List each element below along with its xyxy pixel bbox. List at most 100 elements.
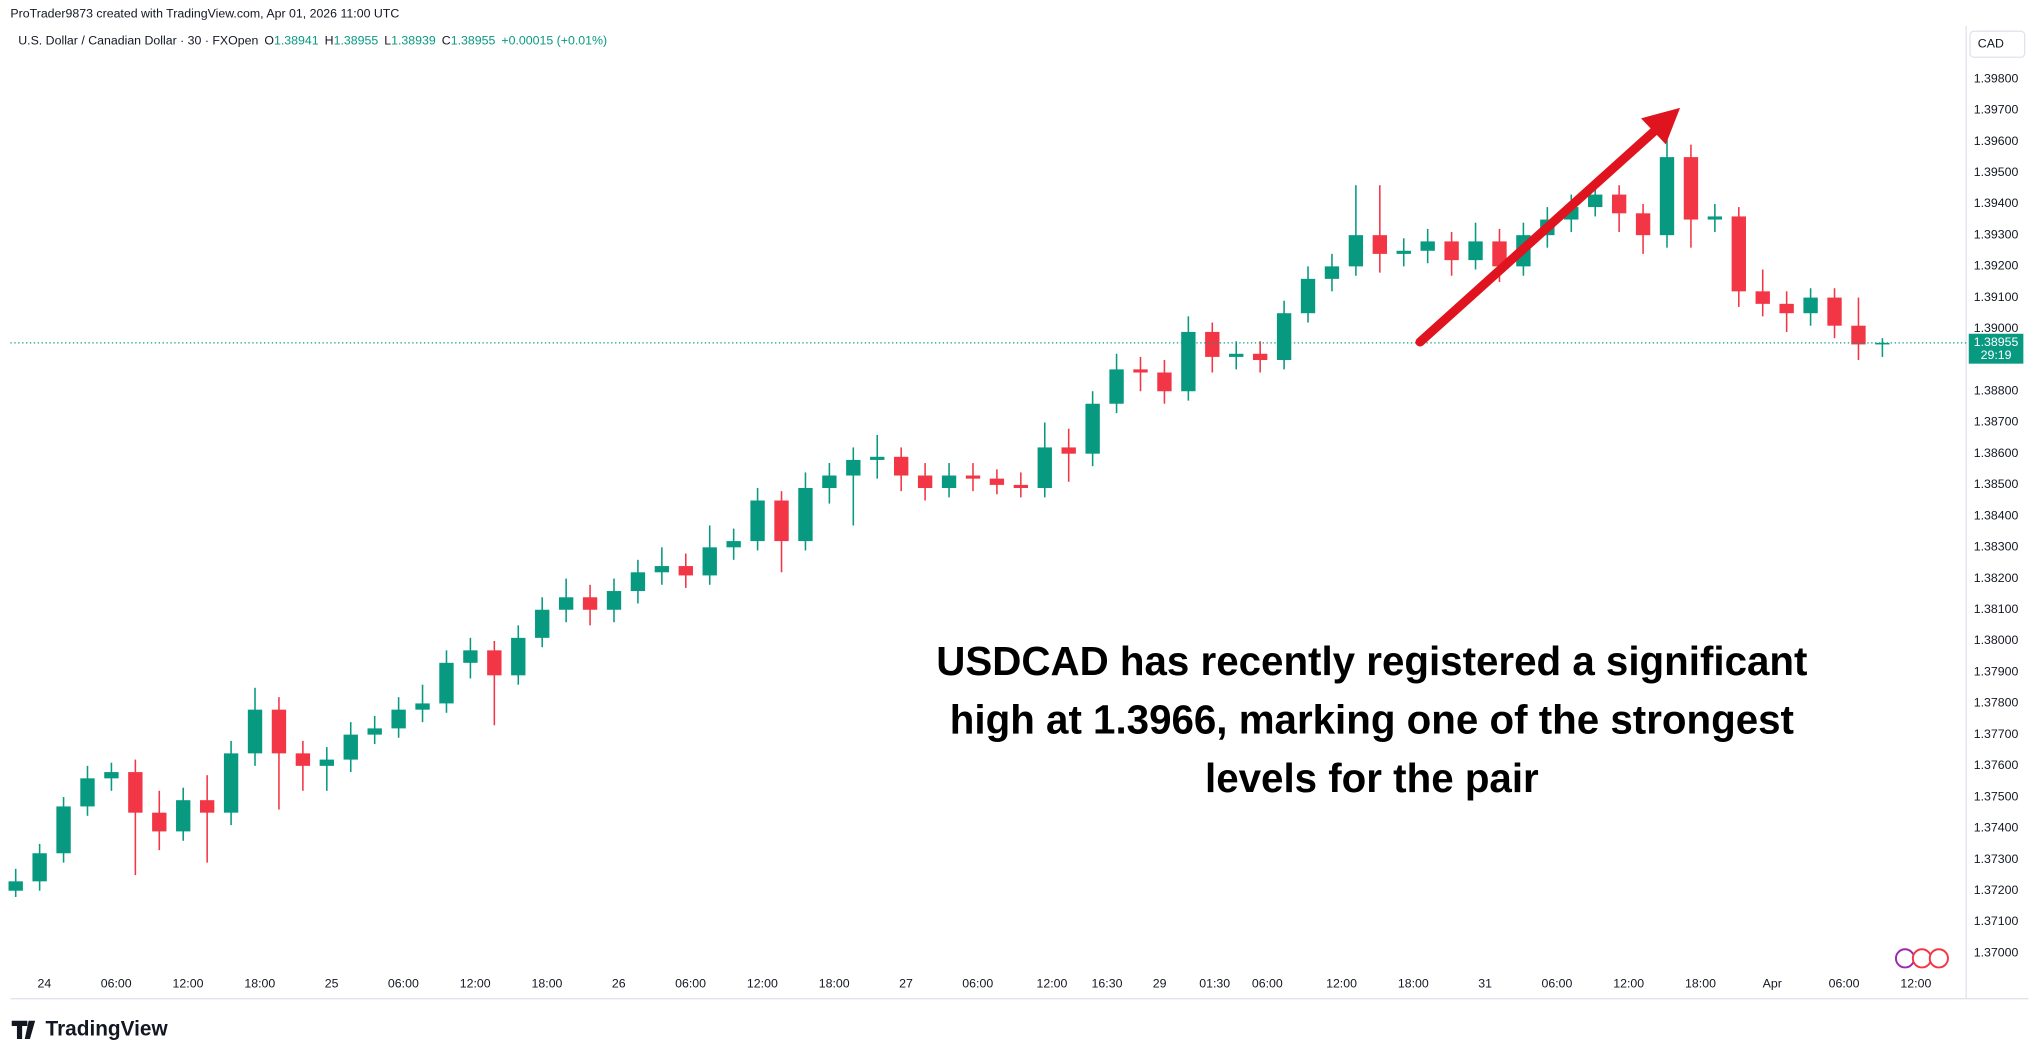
candle-body bbox=[989, 478, 1005, 485]
candle-body bbox=[1013, 484, 1029, 489]
candle-body bbox=[1755, 291, 1770, 304]
candle-body bbox=[487, 650, 502, 676]
candle-body bbox=[128, 772, 143, 813]
candle-body bbox=[606, 591, 622, 610]
candle-body bbox=[654, 566, 670, 573]
candle-body bbox=[223, 753, 239, 813]
candle-body bbox=[630, 572, 646, 592]
candle-body bbox=[1300, 278, 1316, 314]
candle-body bbox=[941, 475, 957, 489]
candle-body bbox=[965, 475, 981, 479]
x-tick-label: 26 bbox=[612, 977, 626, 991]
y-tick-label: 1.39000 bbox=[1974, 321, 2019, 335]
y-tick-label: 1.37400 bbox=[1974, 821, 2019, 835]
y-tick-label: 1.39200 bbox=[1974, 259, 2019, 273]
annotation: levels for the pair bbox=[1205, 756, 1539, 801]
y-tick-label: 1.37300 bbox=[1974, 852, 2019, 866]
candle-body bbox=[271, 709, 287, 754]
x-tick-label: 16:30 bbox=[1092, 977, 1123, 991]
y-tick-label: 1.37100 bbox=[1974, 914, 2019, 928]
candle-body bbox=[1635, 213, 1651, 236]
x-tick-label: 18:00 bbox=[532, 977, 563, 991]
event-icon[interactable] bbox=[1894, 948, 1916, 969]
y-tick-label: 1.38600 bbox=[1974, 446, 2019, 460]
candle-body bbox=[1372, 235, 1387, 254]
y-tick-label: 1.37600 bbox=[1974, 758, 2019, 772]
header: ProTrader9873 created with TradingView.c… bbox=[10, 7, 399, 21]
y-tick-label: 1.39100 bbox=[1974, 290, 2019, 304]
y-tick-label: 1.39800 bbox=[1974, 71, 2019, 85]
x-tick-label: 18:00 bbox=[1685, 977, 1716, 991]
candle-body bbox=[367, 728, 382, 735]
candle-body bbox=[1588, 194, 1603, 208]
y-tick-label: 1.37500 bbox=[1974, 789, 2019, 803]
candle-body bbox=[343, 734, 358, 760]
candle-body bbox=[80, 778, 95, 807]
currency-button[interactable] bbox=[1969, 30, 2026, 58]
candle-body bbox=[1109, 369, 1124, 404]
x-tick-label: 12:00 bbox=[173, 977, 204, 991]
candle-body bbox=[1157, 372, 1172, 392]
candle-body bbox=[1396, 250, 1411, 254]
y-tick-label: 1.39300 bbox=[1974, 227, 2019, 241]
y-tick-label: 1.38800 bbox=[1974, 384, 2019, 398]
close-key: C bbox=[442, 34, 451, 48]
y-tick-label: 1.37900 bbox=[1974, 664, 2019, 678]
candle-body bbox=[1707, 216, 1723, 220]
x-tick-label: 06:00 bbox=[1829, 977, 1860, 991]
x-tick-label: 24 bbox=[38, 977, 52, 991]
brand-logo[interactable] bbox=[11, 1020, 36, 1039]
annotation: high at 1.3966, marking one of the stron… bbox=[950, 698, 1794, 743]
candle-body bbox=[798, 488, 813, 542]
candle-body bbox=[535, 609, 550, 638]
candle-body bbox=[32, 853, 47, 882]
x-tick-label: 06:00 bbox=[1541, 977, 1572, 991]
high-key: H bbox=[325, 34, 334, 48]
candle-body bbox=[295, 753, 311, 766]
candle-body bbox=[1133, 369, 1148, 373]
x-tick-label: 27 bbox=[899, 977, 913, 991]
candle-body bbox=[1731, 216, 1746, 292]
candle-body bbox=[1659, 157, 1675, 236]
y-tick-label: 1.39500 bbox=[1974, 165, 2019, 179]
x-tick-label: 12:00 bbox=[747, 977, 778, 991]
event-icon[interactable] bbox=[1928, 948, 1949, 969]
low-key: L bbox=[384, 34, 391, 48]
x-tick-label: 12:00 bbox=[460, 977, 491, 991]
candle-body bbox=[893, 456, 909, 476]
x-tick-label: 18:00 bbox=[819, 977, 850, 991]
change: +0.00015 (+0.01%) bbox=[501, 34, 607, 48]
candle-body bbox=[558, 597, 574, 610]
candle-body bbox=[511, 637, 526, 676]
candle-body bbox=[439, 662, 454, 704]
candle-body bbox=[176, 800, 191, 832]
y-tick-label: 1.37700 bbox=[1974, 727, 2019, 741]
x-tick-label: 01:30 bbox=[1199, 977, 1230, 991]
candle-body bbox=[702, 547, 717, 576]
arrow-head bbox=[1641, 107, 1681, 145]
y-tick-label: 1.38300 bbox=[1974, 540, 2019, 554]
open-key: O bbox=[264, 34, 274, 48]
currency-label[interactable]: CAD bbox=[1978, 36, 2004, 50]
event-icon[interactable] bbox=[1911, 948, 1933, 969]
candle-body bbox=[391, 709, 406, 729]
y-tick-label: 1.38200 bbox=[1974, 571, 2019, 585]
candle-body bbox=[1085, 403, 1100, 454]
x-tick-label: 12:00 bbox=[1613, 977, 1644, 991]
x-tick-label: 25 bbox=[325, 977, 339, 991]
y-tick-label: 1.39600 bbox=[1974, 134, 2019, 148]
y-tick-label: 1.37000 bbox=[1974, 945, 2019, 959]
symbol: U.S. Dollar / Canadian Dollar · 30 · FXO… bbox=[18, 34, 258, 48]
candle-body bbox=[199, 800, 215, 813]
candle-body bbox=[463, 650, 478, 663]
y-tick-label: 1.38500 bbox=[1974, 477, 2019, 491]
candle-body bbox=[822, 475, 837, 489]
brand[interactable]: TradingView bbox=[11, 1017, 169, 1040]
y-tick-label: 1.39400 bbox=[1974, 196, 2019, 210]
brand-name[interactable]: TradingView bbox=[46, 1017, 169, 1040]
candle-body bbox=[1205, 331, 1220, 357]
annotation: USDCAD has recently registered a signifi… bbox=[936, 639, 1807, 684]
candle-body bbox=[1252, 353, 1268, 361]
